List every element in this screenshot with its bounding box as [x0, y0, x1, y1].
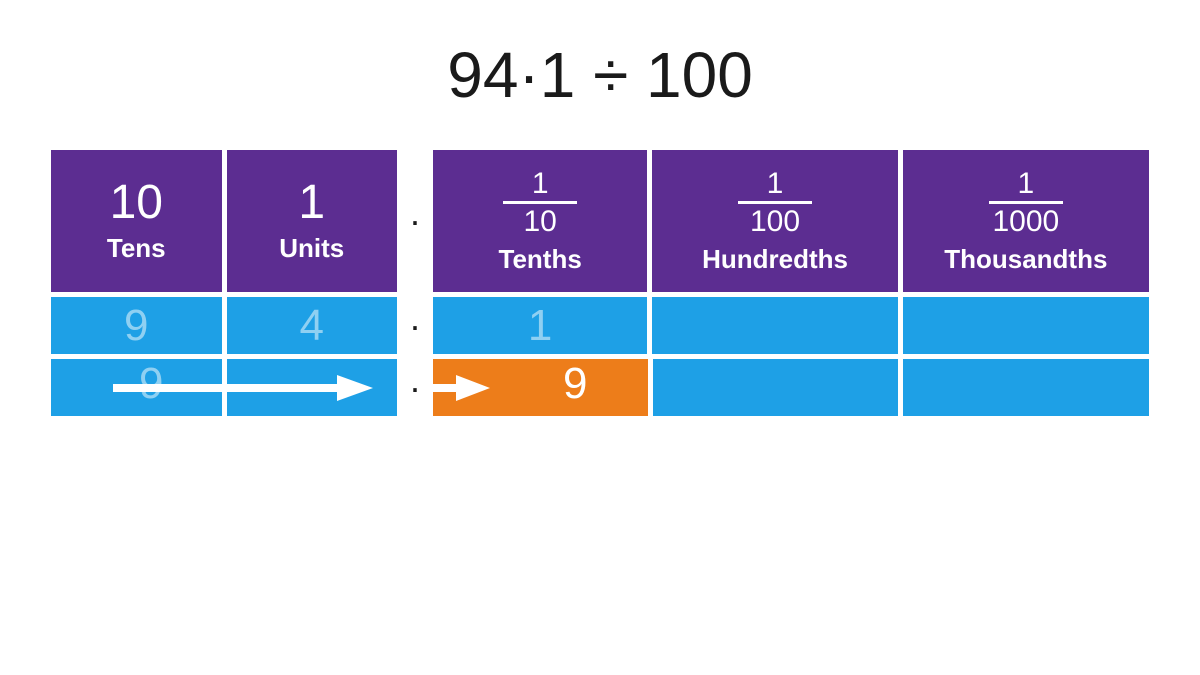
denominator: 10 [523, 206, 556, 238]
denominator: 1000 [992, 206, 1059, 238]
digit: 9 [563, 359, 587, 409]
fraction-bar [503, 201, 577, 204]
numerator: 1 [532, 168, 549, 200]
cell [903, 359, 1149, 416]
header-tens: 10 Tens [51, 150, 222, 292]
cell: 9 [51, 297, 222, 354]
header-row: 10 Tens 1 Units · 1 10 Tenths 1 100 Hund… [51, 150, 1149, 292]
fraction-bar [989, 201, 1063, 204]
cell [903, 297, 1149, 354]
header-label: Tenths [499, 244, 582, 275]
denominator: 100 [750, 206, 800, 238]
data-row: 9 · 9 [51, 359, 1149, 416]
header-value: 10 [110, 179, 163, 227]
numerator: 1 [1017, 168, 1034, 200]
decimal-point: · [402, 297, 428, 354]
shift-arrow-icon [113, 373, 373, 403]
numerator: 1 [767, 168, 784, 200]
header-units: 1 Units [227, 150, 398, 292]
header-thousandths: 1 1000 Thousandths [903, 150, 1149, 292]
data-row: 9 4 · 1 [51, 297, 1149, 354]
header-label: Hundredths [702, 244, 848, 275]
equation-text: 94·1 ÷ 100 [0, 0, 1200, 112]
shift-arrow-icon [430, 373, 490, 403]
cell [653, 359, 898, 416]
cell: 1 [433, 297, 647, 354]
header-label: Tens [107, 233, 166, 264]
decimal-point: · [402, 359, 428, 416]
header-hundredths: 1 100 Hundredths [652, 150, 897, 292]
fraction: 1 100 [738, 168, 812, 238]
header-tenths: 1 10 Tenths [433, 150, 647, 292]
cell [652, 297, 897, 354]
fraction: 1 10 [503, 168, 577, 238]
place-value-table: 10 Tens 1 Units · 1 10 Tenths 1 100 Hund… [51, 150, 1149, 416]
decimal-point: · [402, 150, 428, 292]
fraction-bar [738, 201, 812, 204]
header-value: 1 [298, 179, 325, 227]
header-label: Units [279, 233, 344, 264]
cell: 4 [227, 297, 398, 354]
fraction: 1 1000 [989, 168, 1063, 238]
header-label: Thousandths [944, 244, 1107, 275]
